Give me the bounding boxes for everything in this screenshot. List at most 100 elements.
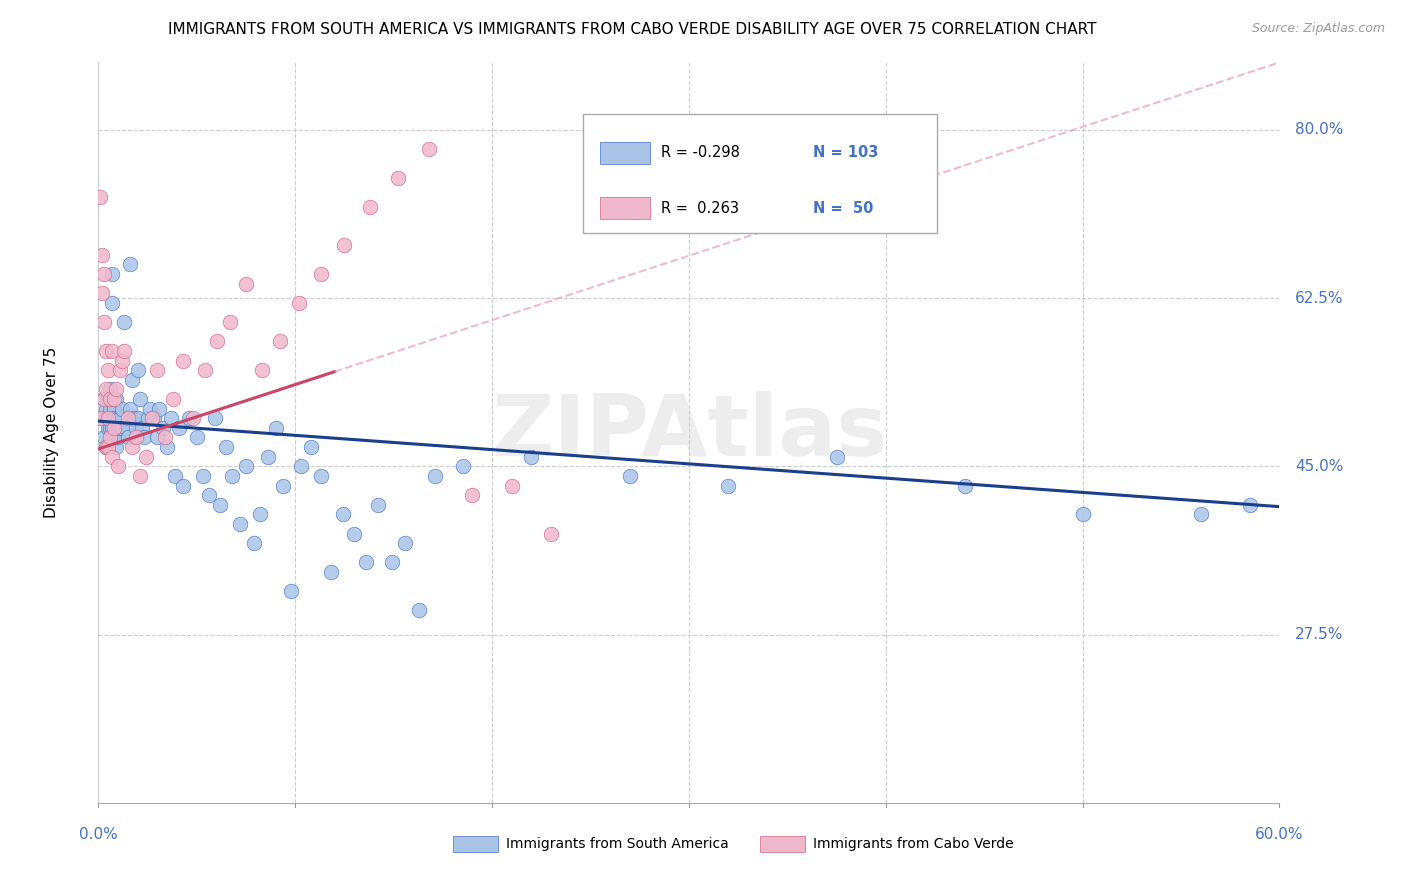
Point	[105, 440, 128, 454]
Point	[121, 440, 143, 454]
Point	[501, 478, 523, 492]
Point	[219, 315, 242, 329]
Point	[451, 459, 474, 474]
Point	[93, 315, 115, 329]
FancyBboxPatch shape	[582, 114, 936, 233]
Point	[367, 498, 389, 512]
Point	[132, 430, 155, 444]
Point	[209, 498, 232, 512]
Point	[1239, 498, 1261, 512]
Point	[243, 536, 266, 550]
Point	[136, 411, 159, 425]
Point	[167, 421, 190, 435]
Point	[91, 411, 114, 425]
Point	[98, 392, 121, 406]
Point	[103, 411, 125, 425]
Point	[101, 295, 124, 310]
Point	[103, 401, 125, 416]
Point	[343, 526, 366, 541]
Text: 27.5%: 27.5%	[1295, 627, 1344, 642]
Point	[332, 508, 354, 522]
Point	[191, 469, 214, 483]
Point	[229, 516, 252, 531]
Point	[619, 469, 641, 483]
Point	[309, 267, 332, 281]
Point	[953, 478, 976, 492]
Point	[96, 440, 118, 454]
Point	[98, 430, 121, 444]
Point	[98, 421, 121, 435]
Point	[115, 421, 138, 435]
Point	[418, 142, 440, 156]
Point	[273, 478, 295, 492]
Point	[540, 526, 562, 541]
Point	[122, 411, 145, 425]
Point	[128, 392, 150, 406]
Point	[394, 536, 416, 550]
Point	[359, 200, 381, 214]
Point	[107, 459, 129, 474]
Point	[256, 450, 278, 464]
Point	[1071, 508, 1094, 522]
Point	[215, 440, 238, 454]
Point	[93, 430, 115, 444]
Point	[127, 363, 149, 377]
Point	[103, 392, 125, 406]
Point	[156, 440, 179, 454]
Point	[160, 411, 183, 425]
Point	[101, 450, 124, 464]
Point	[181, 411, 204, 425]
Point	[91, 286, 114, 301]
Point	[111, 421, 134, 435]
Point	[235, 459, 257, 474]
FancyBboxPatch shape	[759, 836, 804, 853]
Point	[155, 430, 177, 444]
Text: 80.0%: 80.0%	[1295, 122, 1344, 137]
Point	[111, 401, 134, 416]
Point	[98, 382, 121, 396]
Point	[205, 334, 228, 349]
Point	[101, 343, 124, 358]
Point	[250, 363, 273, 377]
Point	[97, 411, 120, 425]
Text: 60.0%: 60.0%	[1256, 827, 1303, 842]
Text: R =  0.263: R = 0.263	[661, 201, 738, 216]
Point	[105, 392, 128, 406]
Point	[96, 440, 118, 454]
Point	[333, 238, 356, 252]
Point	[121, 373, 143, 387]
Point	[97, 411, 120, 425]
Point	[165, 469, 187, 483]
Point	[107, 411, 129, 425]
Point	[319, 565, 342, 579]
Point	[354, 556, 377, 570]
Point	[127, 411, 149, 425]
Point	[93, 392, 115, 406]
Point	[107, 430, 129, 444]
Point	[172, 353, 194, 368]
Point	[1189, 508, 1212, 522]
Point	[103, 421, 125, 435]
Point	[520, 450, 543, 464]
Point	[96, 343, 118, 358]
Point	[108, 411, 131, 425]
Point	[135, 450, 157, 464]
Point	[101, 421, 124, 435]
Point	[152, 421, 174, 435]
Point	[117, 430, 139, 444]
Point	[97, 421, 120, 435]
Point	[172, 478, 194, 492]
Point	[288, 295, 311, 310]
Point	[221, 469, 243, 483]
Point	[825, 450, 848, 464]
Point	[117, 411, 139, 425]
Point	[197, 488, 219, 502]
Point	[381, 556, 404, 570]
Point	[162, 392, 184, 406]
Point	[96, 382, 118, 396]
Text: R = -0.298: R = -0.298	[661, 145, 740, 161]
Point	[93, 267, 115, 281]
Point	[101, 267, 124, 281]
Point	[118, 401, 141, 416]
Point	[97, 392, 120, 406]
